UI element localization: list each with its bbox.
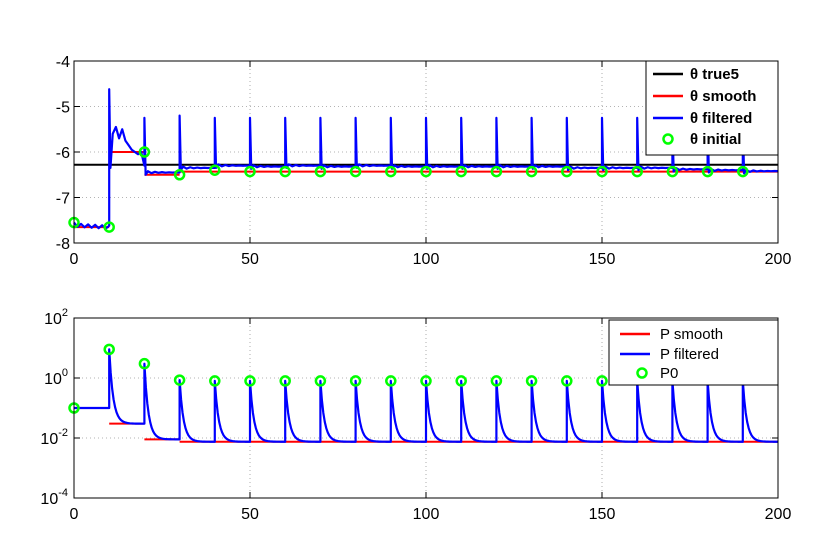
theta-initial-marker [455,165,467,178]
p0-marker [314,375,327,387]
p-x-tick-labels: 0 50 100 150 200 [70,506,792,523]
theta-x-tick-2: 100 [413,251,440,268]
theta-initial-marker [701,165,714,178]
theta-initial-marker [596,165,608,178]
p-x-tick-1: 50 [241,506,259,523]
theta-x-tick-4: 200 [765,251,792,268]
p-y-tick-2: 100 [44,367,68,388]
theta-filtered-line [73,88,779,230]
theta-legend-label-true: θ true5 [690,66,739,83]
p0-marker [244,375,256,387]
p-y-tick-3: 102 [44,307,68,328]
p-y-tick-labels: 10-4 10-2 100 102 [40,307,68,508]
theta-initial-marker [385,165,397,178]
p-y-tick-0: 10-4 [40,487,68,508]
theta-ticks [73,60,779,244]
theta-x-tick-3: 150 [589,251,616,268]
p0-marker [103,343,115,356]
p-legend-label-smooth: P smooth [660,326,723,343]
theta-initial-marker [173,169,186,181]
p-legend-label-filtered: P filtered [660,346,719,363]
p0-marker [279,375,291,387]
theta-initial-marker [209,164,221,176]
p-x-tick-4: 200 [765,506,792,523]
theta-initial-marker [631,165,643,178]
p0-marker [561,375,573,387]
theta-initial-marker [666,165,679,178]
theta-legend-label-filtered: θ filtered [690,110,752,127]
p0-marker [173,374,186,386]
theta-initial-marker [737,165,749,178]
theta-x-tick-0: 0 [70,251,79,268]
p0-marker [209,375,221,387]
p0-marker [490,375,503,387]
theta-initial-marker [490,165,503,178]
theta-y-tick-1: -7 [56,191,70,208]
theta-legend-label-smooth: θ smooth [690,88,756,105]
theta-initial-marker [314,165,327,178]
theta-y-tick-4: -4 [56,54,70,71]
p0-marker [385,375,397,387]
theta-legend-swatch-initial [662,133,674,145]
theta-legend-label-initial: θ initial [690,131,741,148]
p0-marker [138,357,151,370]
theta-y-tick-3: -5 [56,100,70,117]
p0-marker [596,375,608,387]
theta-x-tick-labels: 0 50 100 150 200 [70,251,792,268]
theta-initial-marker [420,165,432,178]
p-x-tick-3: 150 [589,506,616,523]
p0-marker [420,375,432,387]
theta-initial-marker [138,146,151,158]
theta-initial-marker [279,165,291,178]
p-ticks [73,317,779,499]
theta-y-tick-2: -6 [56,145,70,162]
p-x-tick-2: 100 [413,506,440,523]
theta-x-tick-1: 50 [241,251,259,268]
p-filtered-line [74,348,778,443]
p-legend: P smooth P filtered P0 [608,319,779,386]
theta-initial-marker [244,165,256,178]
theta-y-tick-0: -8 [56,236,70,253]
p-y-tick-1: 10-2 [40,427,68,448]
theta-initial-marker [103,221,115,233]
theta-initial-marker [525,165,538,178]
theta-initial-marker [349,165,362,178]
p0-marker [349,375,362,387]
p-x-tick-0: 0 [70,506,79,523]
theta-legend: θ true5 θ smooth θ filtered θ initial [645,60,779,156]
p-data [68,343,778,443]
theta-y-tick-labels: -8 -7 -6 -5 -4 [56,54,70,253]
theta-legend-box [645,60,779,156]
p0-marker [525,375,538,387]
p-legend-swatch-p0 [636,367,648,379]
p0-marker [455,375,467,387]
theta-plot: 0 50 100 150 200 -8 -7 -6 -5 -4 θ true5 … [56,54,792,268]
p-legend-label-p0: P0 [660,365,678,382]
p-plot: 0 50 100 150 200 10-4 10-2 100 102 P smo… [40,307,791,523]
theta-initial-marker [561,165,573,178]
